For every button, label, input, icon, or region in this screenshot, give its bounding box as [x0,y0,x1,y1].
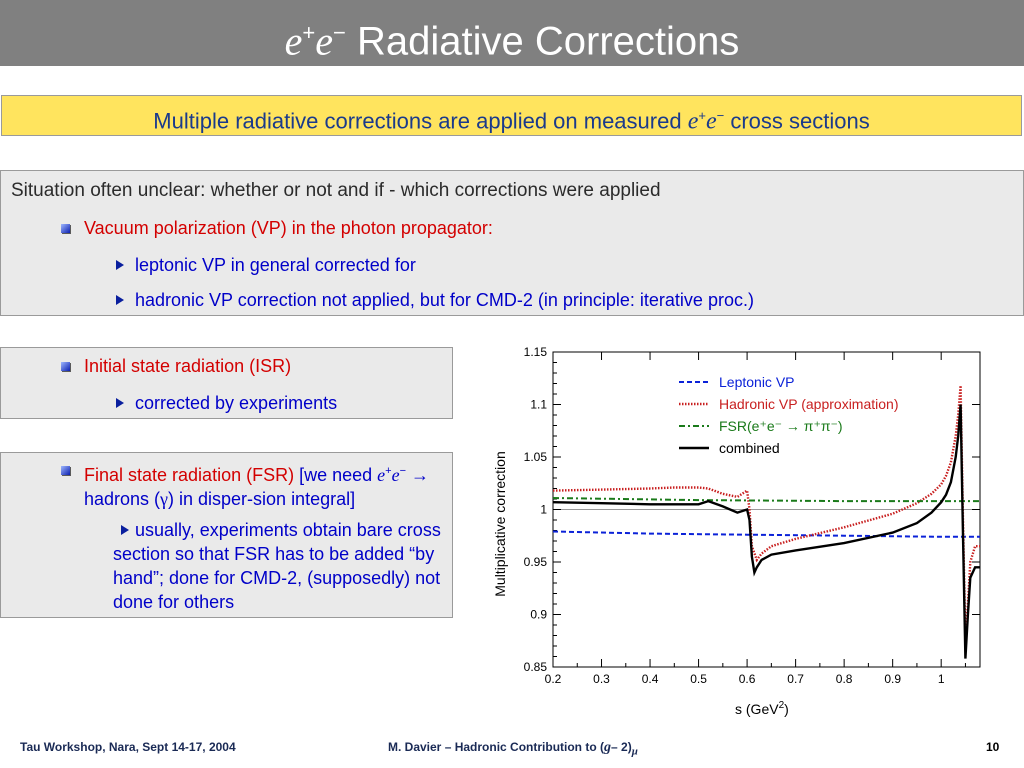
legend-label: Hadronic VP (approximation) [719,396,899,412]
isr-sub-item: corrected by experiments [135,393,338,413]
footer-author-text: M. Davier – Hadronic Contribution to ( [388,740,605,754]
x-axis-label-sup: 2 [779,700,785,711]
y-tick-label: 1 [540,503,547,517]
hadronic-vp-item: hadronic VP correction not applied, but … [135,290,754,310]
title-e1: e [284,18,303,64]
fsr-sub-item: usually, experiments obtain bare cross s… [113,518,443,614]
banner-sup2: − [716,108,725,123]
square-bullet-icon [61,362,70,371]
arrow-bullet-icon [116,295,124,305]
x-axis-label: s (GeV2) [735,700,789,717]
square-bullet-icon [61,224,70,233]
arrow-bullet-icon [116,260,124,270]
slide-title: e+e− Radiative Corrections [0,8,1024,66]
legend-label: FSR(e⁺e⁻ → π⁺π⁻) [719,418,843,434]
square-bullet-icon [61,466,70,475]
fsr-tail: ) in disper-sion integral] [168,489,356,509]
y-tick-label: 1.05 [524,450,548,464]
title-bar [0,0,1024,66]
footer-event: Tau Workshop, Nara, Sept 14-17, 2004 [20,740,236,754]
banner-e2: e [705,108,717,135]
fsr-sub-text: usually, experiments obtain bare cross s… [113,520,441,612]
banner-sup1: + [698,108,706,123]
legend-label: Leptonic VP [719,374,795,390]
legend-label: combined [719,440,780,456]
chart-legend: Leptonic VP Hadronic VP (approximation) FS… [679,374,899,456]
chart-series [552,385,980,659]
footer-minus: – 2) [611,740,632,754]
y-tick-label: 1.15 [524,345,548,359]
leptonic-vp-item: leptonic VP in general corrected for [135,255,416,275]
x-tick-label: 0.2 [545,672,562,686]
correction-chart: 0.2 0.3 0.4 0.5 0.6 0.7 0.8 0.9 1 0.85 0.9 0.95 1 1.0… [492,345,981,717]
vp-item: Vacuum polarization (VP) in the photon p… [84,218,493,238]
page-number: 10 [986,740,1000,754]
situation-box [0,170,1024,316]
chart-axes: 0.2 0.3 0.4 0.5 0.6 0.7 0.8 0.9 1 0.85 0.9 0.95 1 1.0… [524,345,981,686]
fsr-text: [we need [294,465,378,485]
title-sup1: + [302,20,316,45]
arrow-bullet-icon [121,525,129,535]
x-tick-label: 0.3 [593,672,610,686]
y-tick-label: 0.85 [524,660,548,674]
situation-heading: Situation often unclear: whether or not … [11,180,661,201]
title-e2: e [315,18,334,64]
fsr-item: Final state radiation (FSR) [we need e+e… [84,459,444,511]
series-line-2 [552,497,980,503]
series-line-0 [552,530,980,538]
x-axis-label-close: ) [784,701,789,717]
fsr-e1: e [377,465,386,485]
x-tick-label: 0.6 [739,672,756,686]
x-tick-label: 0.4 [642,672,659,686]
arrow-bullet-icon [116,398,124,408]
y-tick-label: 0.9 [530,608,547,622]
fsr-e2: e [391,465,400,485]
banner-tail: cross sections [724,108,870,134]
fsr-sup2: − [399,465,407,477]
footer-g: g [604,740,612,755]
y-tick-label: 1.1 [530,398,547,412]
x-tick-label: 0.7 [787,672,804,686]
x-tick-label: 0.5 [690,672,707,686]
series-line-1 [552,385,980,641]
fsr-box [0,452,453,618]
gamma-symbol: γ [160,489,169,509]
title-sup2: − [333,20,346,45]
fsr-label: Final state radiation (FSR) [84,465,295,485]
y-tick-label: 0.95 [524,555,548,569]
x-axis-label-main: s (GeV [735,701,779,717]
summary-banner: Multiple radiative corrections are appli… [1,95,1022,136]
footer-mu: μ [631,745,638,758]
x-tick-label: 0.8 [836,672,853,686]
series-line-3 [552,404,980,659]
fsr-sup1: + [385,465,392,477]
isr-box [0,347,453,419]
footer-author: M. Davier – Hadronic Contribution to (g–… [388,740,638,757]
x-tick-label: 1 [938,672,945,686]
banner-e1: e [687,108,699,135]
x-tick-label: 0.9 [884,672,901,686]
title-text: Radiative Corrections [345,19,740,64]
y-axis-label: Multiplicative correction [492,451,508,597]
banner-text: Multiple radiative corrections are appli… [153,108,688,134]
isr-item: Initial state radiation (ISR) [84,356,292,376]
fsr-arrow-text: → hadrons ( [84,465,430,509]
